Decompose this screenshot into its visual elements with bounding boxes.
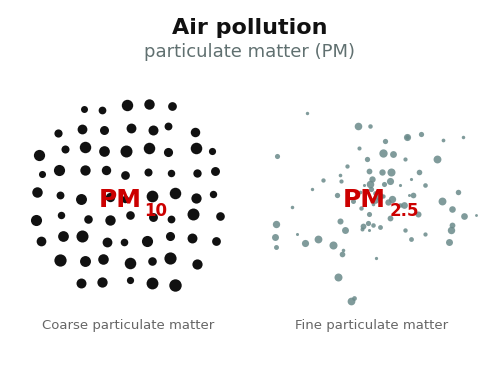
Text: Fine particulate matter: Fine particulate matter [296,319,448,331]
Text: 2.5: 2.5 [389,202,419,220]
Text: Coarse particulate matter: Coarse particulate matter [42,319,214,331]
Text: 10: 10 [144,202,168,220]
Text: particulate matter (PM): particulate matter (PM) [144,43,356,61]
Text: PM: PM [98,188,142,212]
Text: PM: PM [342,188,386,212]
Text: Air pollution: Air pollution [172,18,328,38]
